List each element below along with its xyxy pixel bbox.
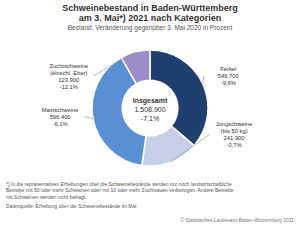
title: Schweinebestand in Baden-Württembergam 3… <box>62 3 238 23</box>
change-label: -9,6% <box>221 80 236 86</box>
change-label: -12,1% <box>60 84 78 90</box>
center-value: 1.508.900 <box>134 106 165 113</box>
donut-area: Insgesamt1.508.900-7,1%Ferkel546.700-9,6… <box>42 50 253 166</box>
value-label: 546.700 <box>218 73 239 79</box>
subtitle-line: Bestand; Veränderung gegenüber 3. Mai 20… <box>68 24 233 32</box>
slices <box>92 50 208 166</box>
subtitle: Bestand; Veränderung gegenüber 3. Mai 20… <box>68 24 233 32</box>
category-label-line: Zuchtschweine <box>49 63 88 69</box>
title-line: Schweinebestand in Baden-Württemberg <box>62 3 238 13</box>
value-label: 241.900 <box>224 135 245 141</box>
category-label: Mastschweine <box>42 107 79 113</box>
category-label: Zuchtschweine(einschl. Eber) <box>49 63 88 76</box>
leader-line <box>93 52 135 76</box>
chart: Schweinebestand in Baden-Württembergam 3… <box>0 0 300 240</box>
source: Datenquelle: Erhebung über die Schweineb… <box>6 203 136 209</box>
category-label-line: (bis 50 kg) <box>221 128 248 134</box>
category-label-line: Ferkel <box>220 66 236 72</box>
footnote-line: Betriebe mit 50 oder mehr Schweinen oder… <box>6 187 234 193</box>
value-label: 123.900 <box>58 77 79 83</box>
footnote-line: *) In die repräsentativen Erhebungen übe… <box>6 181 232 187</box>
slice <box>142 126 194 166</box>
labels: Ferkel546.700-9,6% Jungschweine(bis 50 kg… <box>42 52 253 162</box>
footnote: *) In die repräsentativen Erhebungen übe… <box>6 181 234 200</box>
copyright: © Statistisches Landesamt Baden-Württemb… <box>181 217 295 223</box>
category-label: Ferkel <box>220 66 236 72</box>
change-label: -6,1% <box>53 121 68 127</box>
category-label-line: (einschl. Eber) <box>50 70 87 76</box>
center-text: Insgesamt1.508.900 -7,1% <box>133 97 168 122</box>
leader-line <box>203 76 204 84</box>
center-label: Insgesamt <box>133 97 168 105</box>
category-label-line: Mastschweine <box>42 107 79 113</box>
leader-line <box>84 117 93 119</box>
slice <box>121 50 150 84</box>
category-label: Jungschweine(bis 50 kg) <box>216 121 253 134</box>
copyright-line: © Statistisches Landesamt Baden-Württemb… <box>181 217 295 223</box>
leader-line <box>171 134 210 162</box>
change-label: -0,7% <box>227 142 242 148</box>
footnote-line: mit Schweinen werden nicht befragt. <box>6 194 87 200</box>
center-change: -7,1% <box>141 115 159 122</box>
title-line: am 3. Mai*) 2021 nach Kategorien <box>79 13 222 23</box>
source-line: Datenquelle: Erhebung über die Schweineb… <box>6 203 136 209</box>
value-label: 596.400 <box>50 114 71 120</box>
category-label-line: Jungschweine <box>216 121 253 127</box>
